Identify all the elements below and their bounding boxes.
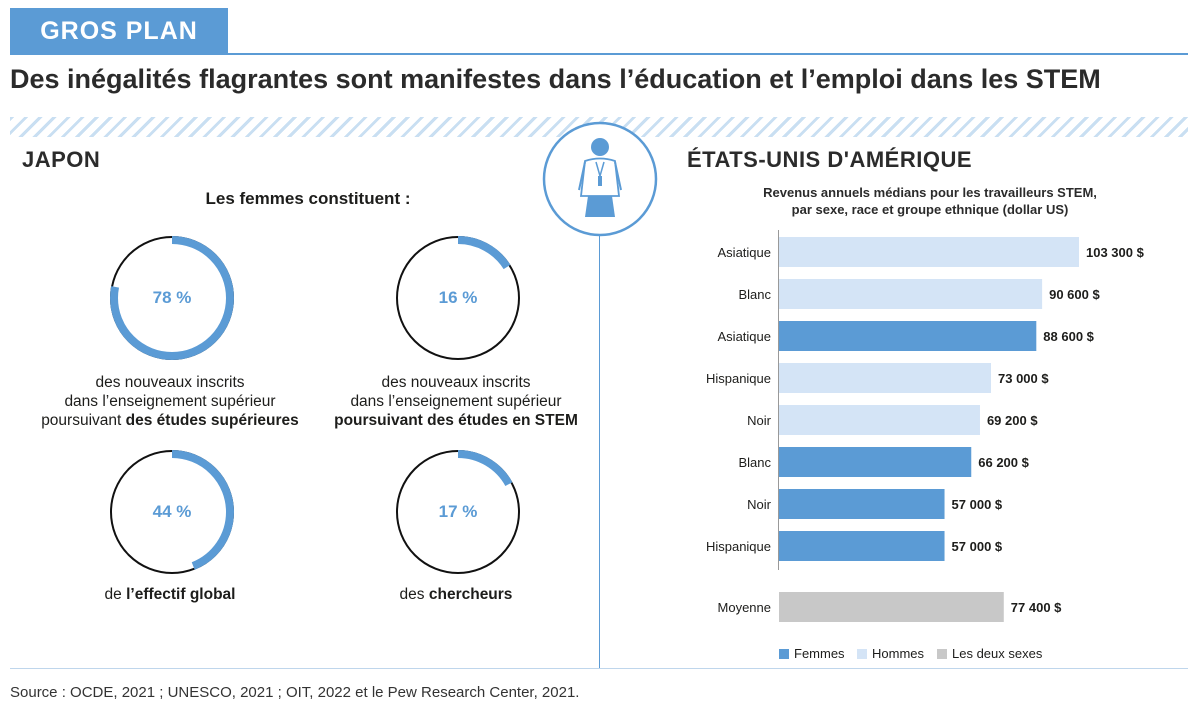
column-divider	[599, 206, 600, 668]
donut-arc	[396, 236, 520, 360]
value-label: 69 200 $	[987, 413, 1038, 428]
donut-arc	[110, 450, 234, 574]
donut-caption-1: des nouveaux inscrits dans l’enseignement…	[20, 373, 320, 430]
caption-emphasis: l’effectif global	[126, 586, 236, 603]
caption-line: poursuivant des études supérieures	[41, 412, 299, 429]
page-title: Des inégalités flagrantes sont manifeste…	[10, 64, 1101, 94]
japan-title: JAPON	[22, 147, 101, 172]
donut-arc	[110, 236, 234, 360]
caption-emphasis: chercheurs	[428, 586, 513, 603]
source-note: Source : OCDE, 2021 ; UNESCO, 2021 ; OIT…	[10, 684, 580, 701]
caption-emphasis: poursuivant des études en STEM	[334, 412, 578, 429]
category-label: Asiatique	[718, 245, 771, 260]
category-label: Noir	[747, 413, 772, 428]
donut-ring-1	[110, 236, 234, 360]
value-label: 77 400 $	[1011, 600, 1062, 615]
caption-line: dans l’enseignement supérieur	[64, 393, 276, 410]
category-label: Blanc	[738, 287, 771, 302]
value-label: 57 000 $	[952, 539, 1003, 554]
donut-caption-4: des chercheurs	[306, 585, 606, 604]
woman-scientist-icon	[541, 120, 659, 238]
caption-emphasis: des études supérieures	[125, 412, 299, 429]
value-label: 90 600 $	[1049, 287, 1100, 302]
donut-ring-2	[396, 236, 520, 360]
value-label: 88 600 $	[1043, 329, 1094, 344]
caption-line: poursuivant des études en STEM	[306, 411, 606, 430]
value-label: 57 000 $	[952, 497, 1003, 512]
section-tag: GROS PLAN	[10, 8, 228, 54]
header-rule	[10, 53, 1188, 55]
donut-value: 16 %	[438, 288, 478, 307]
donut-chart-3: 44 %	[107, 447, 237, 577]
bar	[779, 489, 945, 519]
legend-swatch-deux-sexes	[937, 648, 947, 659]
legend-label-femmes: Femmes	[794, 646, 845, 661]
bar	[779, 592, 1004, 622]
bar	[779, 531, 945, 561]
donut-caption-3: de l’effectif global	[20, 585, 320, 604]
donut-value: 44 %	[152, 502, 192, 521]
legend-swatch-hommes	[857, 648, 867, 659]
bar	[779, 363, 992, 393]
caption-line: dans l’enseignement supérieur	[350, 393, 562, 410]
bar	[779, 279, 1043, 309]
caption-line: des chercheurs	[399, 586, 513, 603]
donut-ring-3	[110, 450, 234, 574]
bar	[779, 447, 972, 477]
donut-ring-4	[396, 450, 520, 574]
donut-chart-4: 17 %	[393, 447, 523, 577]
japan-subtitle: Les femmes constituent :	[205, 189, 411, 208]
earnings-bar-chart: Asiatique 103 300 $ Blanc 90 600 $ Asiatique…	[706, 230, 1145, 622]
legend-item-deux-sexes: Les deux sexes	[937, 646, 1042, 661]
donut-chart-2: 16 %	[393, 233, 523, 363]
chart-subtitle: Revenus annuels médians pour les travail…	[730, 184, 1130, 218]
bar	[779, 237, 1079, 267]
donut-value: 78 %	[152, 288, 192, 307]
donut-arc	[396, 450, 520, 574]
donut-value: 17 %	[438, 502, 478, 521]
category-label: Asiatique	[718, 329, 771, 344]
category-label: Blanc	[738, 455, 771, 470]
value-label: 103 300 $	[1086, 245, 1145, 260]
caption-line: des nouveaux inscrits	[95, 374, 245, 391]
donut-caption-2: des nouveaux inscrits dans l’enseignement…	[306, 373, 606, 430]
category-label: Moyenne	[718, 600, 771, 615]
footer-rule	[10, 668, 1188, 669]
value-label: 66 200 $	[978, 455, 1029, 470]
bar	[779, 405, 980, 435]
donut-chart-1: 78 %	[107, 233, 237, 363]
legend-item-hommes: Hommes	[857, 646, 924, 661]
chart-subtitle-line-1: Revenus annuels médians pour les travail…	[763, 185, 1097, 200]
category-label: Hispanique	[706, 539, 771, 554]
legend-swatch-femmes	[779, 648, 789, 659]
category-label: Hispanique	[706, 371, 771, 386]
category-label: Noir	[747, 497, 772, 512]
legend-label-deux-sexes: Les deux sexes	[952, 646, 1043, 661]
bar	[779, 321, 1037, 351]
legend-label-hommes: Hommes	[872, 646, 925, 661]
value-label: 73 000 $	[998, 371, 1049, 386]
caption-line: de l’effectif global	[104, 586, 236, 603]
chart-subtitle-line-2: par sexe, race et groupe ethnique (dolla…	[791, 202, 1069, 217]
legend-item-femmes: Femmes	[779, 646, 845, 661]
usa-title: ÉTATS-UNIS D'AMÉRIQUE	[687, 147, 973, 172]
caption-line: des nouveaux inscrits	[381, 374, 531, 391]
